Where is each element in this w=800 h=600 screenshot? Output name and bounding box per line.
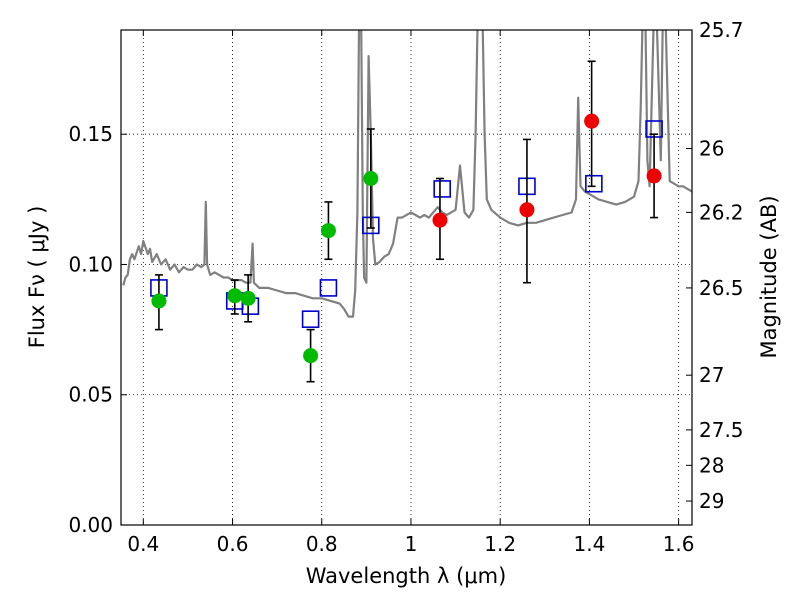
y-tick-label: 0.05 (68, 383, 113, 407)
y-axis-right-label: Magnitude (AB) (757, 195, 781, 358)
right-tick-label: 26.5 (699, 276, 744, 300)
observed-point-nir (646, 168, 662, 184)
model-photometry-square (433, 180, 451, 198)
observed-point-nir (584, 113, 600, 129)
x-tick-label: 0.8 (306, 532, 338, 556)
right-tick-label: 26 (699, 137, 724, 161)
model-photometry-square (301, 310, 320, 328)
right-tick-label: 27 (699, 363, 724, 387)
x-tick-label: 1 (405, 532, 418, 556)
right-tick-label: 29 (699, 489, 724, 513)
right-tick-label: 25.7 (699, 18, 744, 42)
y-axis-label: Flux Fν ( μJy ) (25, 206, 49, 349)
y-tick-label: 0.15 (68, 122, 113, 146)
observed-point-optical (151, 293, 167, 309)
observed-point-optical (303, 348, 319, 364)
model-sed-line (122, 30, 692, 318)
observed-point-optical (363, 171, 379, 186)
x-axis-label: Wavelength λ (μm) (306, 564, 507, 588)
axis-ticks: 0.4 0.6 0.8 1 1.2 1.4 1.6 0.00 0.05 0.10 0.15 25.7 2… (68, 18, 743, 556)
right-tick-label: 28 (699, 453, 724, 477)
x-tick-label: 0.4 (127, 532, 159, 556)
right-tick-label: 26.2 (699, 200, 744, 224)
observed-point-nir (519, 202, 535, 218)
y-tick-label: 0.00 (68, 513, 113, 537)
x-tick-label: 1.2 (484, 532, 516, 556)
observed-point-optical (240, 290, 256, 306)
model-photometry-square (585, 174, 603, 193)
x-tick-label: 1.4 (573, 532, 605, 556)
observed-point-optical (227, 288, 243, 304)
observed-point-optical (320, 223, 336, 239)
observed-point-nir (432, 212, 448, 228)
plot-area (122, 30, 692, 383)
axes-frame (120, 29, 693, 526)
model-photometry-square (319, 279, 338, 297)
y-tick-label: 0.10 (68, 252, 113, 276)
x-tick-label: 1.6 (663, 532, 695, 556)
right-tick-label: 27.5 (699, 418, 744, 442)
x-tick-label: 0.6 (217, 532, 249, 556)
grid (121, 30, 692, 525)
